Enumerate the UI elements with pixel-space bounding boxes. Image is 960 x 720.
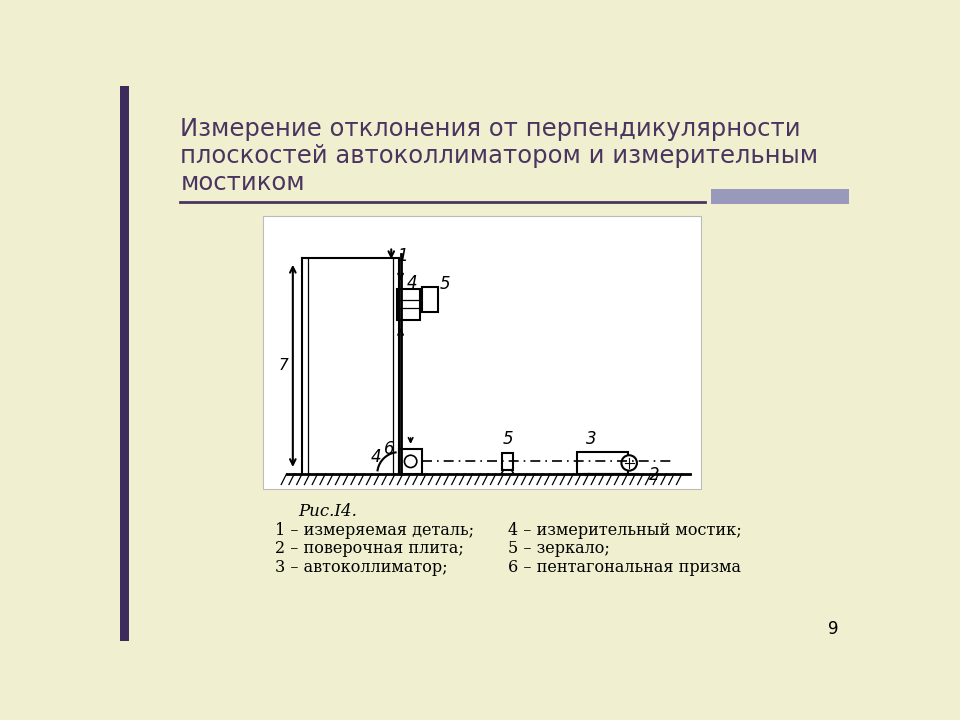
Text: 4 – измерительный мостик;: 4 – измерительный мостик;	[508, 521, 741, 539]
Text: 6 – пентагональная призма: 6 – пентагональная призма	[508, 559, 740, 575]
Text: 3 – автоколлиматор;: 3 – автоколлиматор;	[275, 559, 447, 575]
Bar	[422, 287, 438, 312]
Bar	[263, 216, 701, 489]
Bar	[577, 452, 628, 474]
Text: 2 – поверочная плита;: 2 – поверочная плита;	[275, 540, 464, 557]
Text: 9: 9	[828, 620, 838, 638]
Circle shape	[621, 455, 636, 471]
Text: 4: 4	[371, 448, 381, 466]
Text: 4: 4	[407, 274, 418, 292]
Bar	[710, 189, 849, 204]
Text: Измерение отклонения от перпендикулярности: Измерение отклонения от перпендикулярнос…	[180, 117, 801, 141]
Text: мостиком: мостиком	[180, 171, 305, 195]
Text: 7: 7	[278, 359, 288, 374]
Text: 3: 3	[586, 431, 596, 449]
Bar	[396, 289, 420, 320]
Bar	[120, 86, 130, 641]
Text: 2: 2	[649, 466, 660, 484]
Text: 5 – зеркало;: 5 – зеркало;	[508, 540, 610, 557]
Text: плоскостей автоколлиматором и измерительным: плоскостей автоколлиматором и измеритель…	[180, 144, 819, 168]
Bar	[399, 449, 422, 474]
Text: Рис.I4.: Рис.I4.	[299, 503, 357, 520]
Text: 1 – измеряемая деталь;: 1 – измеряемая деталь;	[275, 521, 474, 539]
Bar	[502, 453, 513, 470]
Text: 5: 5	[440, 275, 450, 293]
Circle shape	[404, 455, 417, 467]
Text: 5: 5	[502, 431, 513, 449]
Text: 6: 6	[383, 440, 395, 458]
Text: 1: 1	[397, 246, 408, 264]
